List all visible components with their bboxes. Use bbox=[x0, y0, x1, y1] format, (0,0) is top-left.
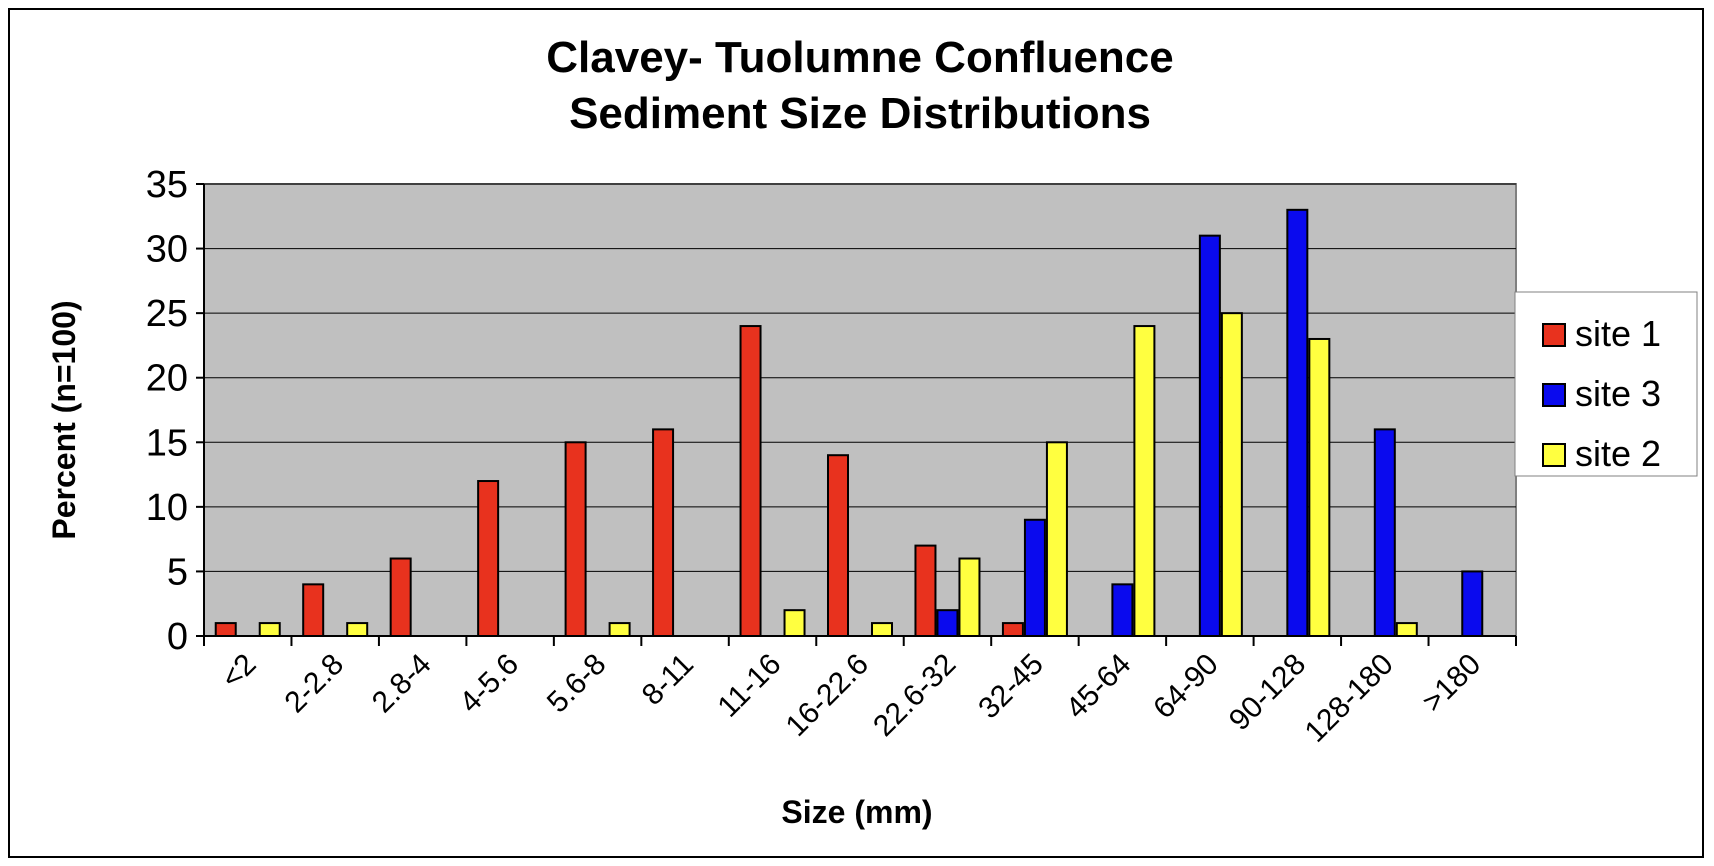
bar-site-3-13 bbox=[1373, 428, 1396, 637]
legend-label: site 2 bbox=[1575, 433, 1661, 474]
bar-site-2-12 bbox=[1308, 337, 1331, 637]
x-tick-label: 45-64 bbox=[1060, 648, 1138, 726]
legend-swatch bbox=[1542, 443, 1566, 467]
bar-site-3-11 bbox=[1198, 234, 1221, 638]
bar-site-1-7 bbox=[827, 454, 849, 638]
y-tick-label: 35 bbox=[146, 164, 188, 206]
y-tick-label: 30 bbox=[146, 229, 188, 271]
bar-site-2-10 bbox=[1133, 325, 1156, 637]
bar-site-2-13 bbox=[1395, 622, 1418, 637]
bar-site-1-2 bbox=[389, 557, 412, 637]
bar-site-2-7 bbox=[871, 622, 893, 637]
x-tick-labels: <2 2-2.8 2.8-4 4-5.6 5.6-8 8-11 11-1616-22.622… bbox=[215, 648, 1487, 749]
x-tick-label: 64-90 bbox=[1147, 648, 1225, 726]
bar-site-1-0 bbox=[214, 622, 237, 637]
x-tick-label: 128-180 bbox=[1299, 648, 1400, 749]
x-tick-label: 32-45 bbox=[972, 648, 1050, 726]
bar-site-3-12 bbox=[1286, 208, 1309, 637]
x-tick-label: 16-22.6 bbox=[780, 648, 875, 743]
y-tick-labels: 0 5 10 15 20 25 30 35 bbox=[146, 164, 188, 658]
y-tick-label: 10 bbox=[146, 487, 188, 529]
bar-site-2-4 bbox=[608, 622, 631, 637]
y-tick-label: 5 bbox=[167, 551, 188, 593]
bar-site-3-10 bbox=[1111, 583, 1134, 637]
x-tick-label: 8-11 bbox=[636, 648, 700, 712]
bar-site-2-9 bbox=[1045, 441, 1068, 637]
y-tick-label: 25 bbox=[146, 293, 188, 335]
legend-label: site 3 bbox=[1575, 373, 1661, 414]
bar-site-1-8 bbox=[914, 544, 937, 637]
bar-site-1-6 bbox=[739, 325, 762, 637]
bar-site-2-0 bbox=[258, 622, 281, 637]
x-tick-label: >180 bbox=[1416, 648, 1487, 719]
x-axis-label: Size (mm) bbox=[781, 794, 932, 830]
x-tick-label: 2-2.8 bbox=[278, 648, 350, 720]
bar-site-1-1 bbox=[302, 583, 325, 637]
chart-title: Clavey- Tuolumne Confluence bbox=[546, 33, 1174, 82]
y-tick-label: 15 bbox=[146, 422, 188, 464]
axes bbox=[196, 183, 1517, 646]
y-tick-label: 20 bbox=[146, 358, 188, 400]
y-axis-label: Percent (n=100) bbox=[46, 300, 82, 539]
bar-site-3-8 bbox=[936, 609, 959, 638]
bar-site-1-4 bbox=[564, 441, 587, 637]
legend: site 1 site 3 site 2 bbox=[1514, 291, 1698, 477]
x-tick-label: 22.6-32 bbox=[867, 648, 962, 743]
legend-swatch bbox=[1542, 323, 1566, 347]
bar-site-3-9 bbox=[1023, 518, 1046, 637]
bar-site-1-9 bbox=[1001, 622, 1024, 637]
bar-site-1-5 bbox=[652, 428, 675, 637]
bar-site-2-1 bbox=[346, 622, 369, 637]
bar-site-2-6 bbox=[783, 609, 806, 638]
x-tick-label: 90-128 bbox=[1223, 648, 1312, 737]
bar-site-2-11 bbox=[1220, 312, 1243, 637]
chart-subtitle: Sediment Size Distributions bbox=[569, 89, 1151, 138]
bar-site-3-14 bbox=[1461, 570, 1484, 638]
x-tick-label: 2.8-4 bbox=[366, 648, 438, 720]
bars bbox=[214, 208, 1484, 638]
legend-swatch bbox=[1542, 383, 1566, 407]
bar-site-1-3 bbox=[477, 480, 500, 637]
x-tick-label: <2 bbox=[215, 648, 263, 696]
bar-site-2-8 bbox=[958, 557, 981, 637]
y-tick-label: 0 bbox=[167, 616, 188, 658]
x-tick-label: 11-16 bbox=[711, 648, 787, 724]
x-tick-label: 5.6-8 bbox=[541, 648, 613, 720]
legend-label: site 1 bbox=[1575, 313, 1661, 354]
x-tick-label: 4-5.6 bbox=[453, 648, 525, 720]
